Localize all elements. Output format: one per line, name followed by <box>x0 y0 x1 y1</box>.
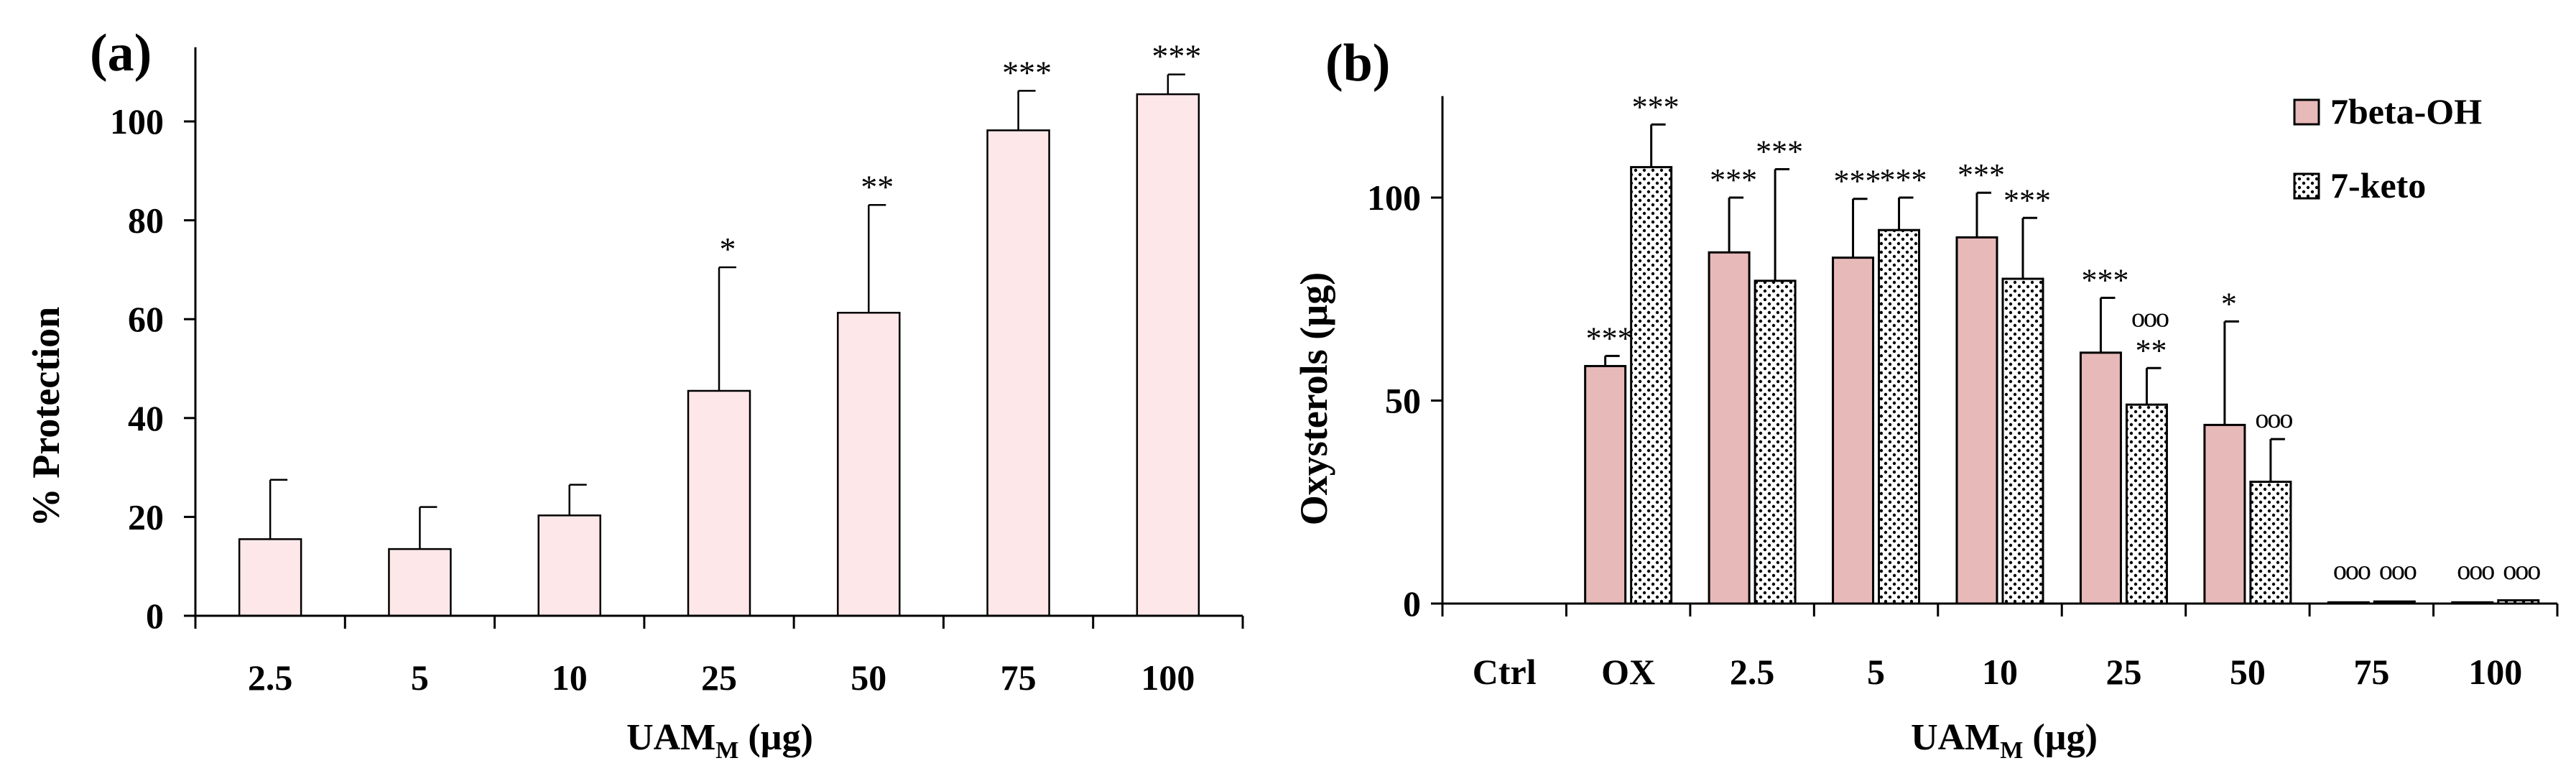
significance-stars-b-7-keto-5: *** <box>1880 162 1927 198</box>
bar-a-100 <box>1136 93 1200 617</box>
x-axis-label-main-b: UAM <box>1911 717 2000 758</box>
x-axis-label-sub-a: M <box>715 737 738 764</box>
significance-stars-b-7beta-OH-50: * <box>2221 286 2237 321</box>
significance-a-50: ** <box>861 168 894 205</box>
x-tick-label-a-75: 75 <box>1001 657 1037 698</box>
bar-b-7-keto-10 <box>2001 277 2044 605</box>
x-tick-label-a-2.5: 2.5 <box>248 657 293 698</box>
y-tick-label-b-50: 50 <box>1385 381 1421 421</box>
bar-a-2.5 <box>238 538 302 617</box>
x-tick-label-b-Ctrl: Ctrl <box>1473 652 1537 692</box>
y-axis-label-a: % Protection <box>24 307 68 527</box>
x-axis-label-b: UAMM (µg) <box>1911 717 2098 764</box>
x-tick-label-b-OX: OX <box>1601 652 1655 692</box>
x-tick-label-a-100: 100 <box>1141 657 1195 698</box>
x-tick-label-b-100: 100 <box>2468 652 2522 692</box>
y-tick-label-a-0: 0 <box>146 596 164 636</box>
y-tick-label-a-20: 20 <box>128 496 164 537</box>
bar-a-25 <box>687 389 751 617</box>
significance-stars-b-7-keto-2.5: *** <box>1756 134 1803 169</box>
y-axis-label-b: Oxysterols (µg) <box>1292 272 1335 526</box>
bar-a-10 <box>537 514 601 617</box>
significance-circles-b-7-keto-25: ooo <box>2131 302 2169 333</box>
x-axis-label-unit-b: (µg) <box>2023 717 2098 758</box>
legend-swatch-7-keto <box>2293 172 2320 200</box>
significance-a-25: * <box>720 231 736 267</box>
bar-b-7beta-OH-25 <box>2079 351 2122 605</box>
y-tick-label-b-100: 100 <box>1367 177 1421 218</box>
significance-stars-b-7-keto-10: *** <box>2003 183 2051 218</box>
x-tick-label-b-10: 10 <box>1982 652 2018 692</box>
x-tick-label-a-5: 5 <box>411 657 429 698</box>
bar-b-7-keto-2.5 <box>1753 280 1797 605</box>
x-axis-label-a: UAMM (µg) <box>626 717 813 764</box>
x-axis-label-unit-a: (µg) <box>738 717 813 758</box>
legend-label-7beta-oh: 7beta-OH <box>2330 91 2482 131</box>
x-tick-label-a-50: 50 <box>851 657 886 698</box>
bar-b-7-keto-5 <box>1878 228 1921 605</box>
bar-b-7beta-OH-10 <box>1955 236 1998 605</box>
x-axis-label-main-a: UAM <box>626 717 715 758</box>
significance-stars-b-7beta-OH-OX: *** <box>1586 320 1634 356</box>
significance-stars-b-7-keto-OX: *** <box>1632 89 1680 124</box>
significance-a-75: *** <box>1002 54 1052 91</box>
bar-a-50 <box>837 312 901 617</box>
y-tick-label-a-40: 40 <box>128 398 164 438</box>
legend-b: 7beta-OH 7-keto <box>2293 91 2482 205</box>
panel-label-a: (a) <box>90 24 152 83</box>
significance-circles-b-7beta-OH-100: ooo <box>2457 555 2494 586</box>
bar-a-5 <box>388 548 452 617</box>
significance-stars-b-7beta-OH-2.5: *** <box>1710 162 1757 198</box>
significance-circles-b-7beta-OH-75: ooo <box>2333 555 2371 586</box>
x-tick-label-a-10: 10 <box>552 657 588 698</box>
x-axis-label-sub-b: M <box>2000 737 2023 764</box>
bar-b-7-keto-25 <box>2125 403 2168 605</box>
significance-circles-b-7-keto-100: ooo <box>2503 555 2540 586</box>
bar-b-7-keto-50 <box>2249 481 2292 605</box>
bar-b-7beta-OH-50 <box>2203 423 2246 605</box>
legend-label-7-keto: 7-keto <box>2330 165 2426 205</box>
x-tick-label-b-5: 5 <box>1867 652 1885 692</box>
significance-stars-b-7-keto-25: ** <box>2135 333 2167 368</box>
significance-circles-b-7-keto-75: ooo <box>2379 555 2417 586</box>
axes-a: 2.5 5 10 25 50 75 100 0 20 40 60 80 100 <box>110 47 1244 698</box>
significance-circles-b-7-keto-50: ooo <box>2255 404 2292 434</box>
chart-panel-a: (a) % Protection ****** *** 2.5 5 10 25 50 75 1… <box>24 24 1244 764</box>
significance-stars-b-7beta-OH-10: *** <box>1958 157 2005 193</box>
significance-stars-b-7beta-OH-5: *** <box>1834 164 1881 199</box>
x-tick-label-a-25: 25 <box>701 657 737 698</box>
x-tick-label-b-2.5: 2.5 <box>1730 652 1775 692</box>
axes-b: Ctrl OX 2.5 5 10 25 50 75 100 0 50 100 <box>1367 96 2559 692</box>
bar-b-7-keto-OX <box>1630 166 1673 605</box>
bar-b-7beta-OH-5 <box>1832 257 1875 605</box>
bar-a-75 <box>986 129 1050 617</box>
panel-label-b: (b) <box>1325 34 1390 93</box>
chart-panel-b: (b) Oxysterols (µg) ****************** **… <box>1292 34 2559 764</box>
y-tick-label-a-100: 100 <box>110 101 164 142</box>
bar-b-7beta-OH-OX <box>1584 364 1627 605</box>
y-tick-label-a-80: 80 <box>128 200 164 241</box>
bar-b-7beta-OH-2.5 <box>1708 251 1751 605</box>
legend-swatch-7beta-oh <box>2293 98 2320 126</box>
x-tick-label-b-75: 75 <box>2353 652 2389 692</box>
y-tick-label-b-0: 0 <box>1403 583 1421 624</box>
y-tick-label-a-60: 60 <box>128 299 164 339</box>
bars-group-a: ****** *** <box>238 38 1201 617</box>
x-tick-label-b-25: 25 <box>2105 652 2141 692</box>
x-tick-label-b-50: 50 <box>2230 652 2266 692</box>
significance-stars-b-7beta-OH-25: *** <box>2081 263 2128 298</box>
significance-a-100: *** <box>1152 38 1201 75</box>
